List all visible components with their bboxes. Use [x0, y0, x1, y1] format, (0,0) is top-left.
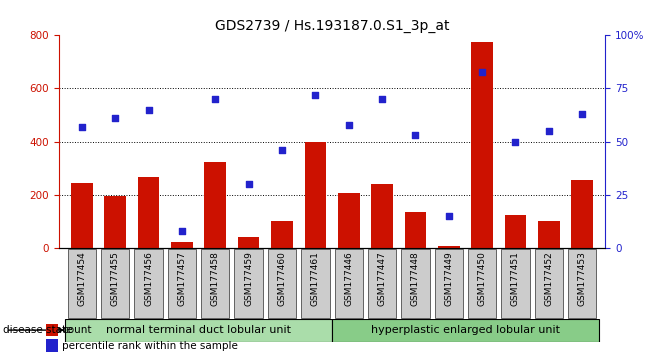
Point	[410, 132, 421, 138]
FancyBboxPatch shape	[332, 319, 599, 342]
Point	[110, 115, 120, 121]
Text: GSM177452: GSM177452	[544, 251, 553, 306]
FancyBboxPatch shape	[435, 249, 463, 318]
Bar	[572, 180, 593, 248]
FancyBboxPatch shape	[65, 319, 332, 342]
Text: GSM177454: GSM177454	[77, 251, 87, 306]
Bar	[438, 246, 460, 248]
Bar	[204, 161, 226, 248]
Text: GSM177461: GSM177461	[311, 251, 320, 306]
Point	[277, 147, 287, 153]
FancyBboxPatch shape	[201, 249, 230, 318]
Text: GSM177447: GSM177447	[378, 251, 387, 306]
FancyBboxPatch shape	[101, 249, 130, 318]
Point	[577, 111, 587, 117]
Text: hyperplastic enlarged lobular unit: hyperplastic enlarged lobular unit	[371, 325, 560, 335]
Bar	[271, 221, 293, 248]
Title: GDS2739 / Hs.193187.0.S1_3p_at: GDS2739 / Hs.193187.0.S1_3p_at	[215, 19, 449, 33]
Text: GSM177460: GSM177460	[277, 251, 286, 306]
Text: GSM177448: GSM177448	[411, 251, 420, 306]
FancyBboxPatch shape	[568, 249, 596, 318]
Bar	[538, 221, 560, 248]
FancyBboxPatch shape	[234, 249, 263, 318]
Point	[443, 213, 454, 219]
Bar	[371, 184, 393, 248]
Bar	[138, 177, 159, 248]
Text: disease state: disease state	[3, 325, 73, 335]
Point	[177, 228, 187, 234]
Bar	[104, 196, 126, 248]
Bar	[46, 339, 58, 352]
Point	[77, 124, 87, 130]
Bar	[171, 242, 193, 248]
Bar	[238, 237, 260, 248]
Bar	[505, 215, 526, 248]
Text: GSM177455: GSM177455	[111, 251, 120, 306]
Point	[210, 96, 221, 102]
Text: GSM177451: GSM177451	[511, 251, 520, 306]
Text: normal terminal duct lobular unit: normal terminal duct lobular unit	[106, 325, 291, 335]
FancyBboxPatch shape	[335, 249, 363, 318]
FancyBboxPatch shape	[135, 249, 163, 318]
Point	[477, 69, 487, 74]
FancyBboxPatch shape	[301, 249, 329, 318]
FancyBboxPatch shape	[68, 249, 96, 318]
FancyBboxPatch shape	[468, 249, 496, 318]
Text: count: count	[62, 325, 92, 335]
Text: GSM177456: GSM177456	[144, 251, 153, 306]
Text: GSM177457: GSM177457	[178, 251, 186, 306]
Bar	[71, 183, 93, 248]
FancyBboxPatch shape	[534, 249, 563, 318]
Bar	[46, 324, 58, 336]
Text: GSM177450: GSM177450	[478, 251, 486, 306]
Text: GSM177458: GSM177458	[211, 251, 220, 306]
Bar	[338, 193, 359, 248]
Point	[143, 107, 154, 113]
Text: GSM177459: GSM177459	[244, 251, 253, 306]
FancyBboxPatch shape	[268, 249, 296, 318]
Bar	[305, 142, 326, 248]
Text: GSM177449: GSM177449	[444, 251, 453, 306]
FancyBboxPatch shape	[401, 249, 430, 318]
Text: GSM177453: GSM177453	[577, 251, 587, 306]
Point	[544, 128, 554, 134]
Text: GSM177446: GSM177446	[344, 251, 353, 306]
FancyBboxPatch shape	[168, 249, 196, 318]
FancyBboxPatch shape	[368, 249, 396, 318]
Point	[344, 122, 354, 127]
Point	[377, 96, 387, 102]
Point	[310, 92, 320, 98]
Point	[510, 139, 521, 144]
Point	[243, 181, 254, 187]
FancyBboxPatch shape	[501, 249, 529, 318]
Bar	[471, 42, 493, 248]
Bar	[404, 212, 426, 248]
Text: percentile rank within the sample: percentile rank within the sample	[62, 341, 238, 351]
